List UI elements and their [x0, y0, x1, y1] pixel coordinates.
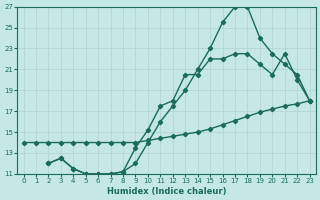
X-axis label: Humidex (Indice chaleur): Humidex (Indice chaleur) — [107, 187, 226, 196]
